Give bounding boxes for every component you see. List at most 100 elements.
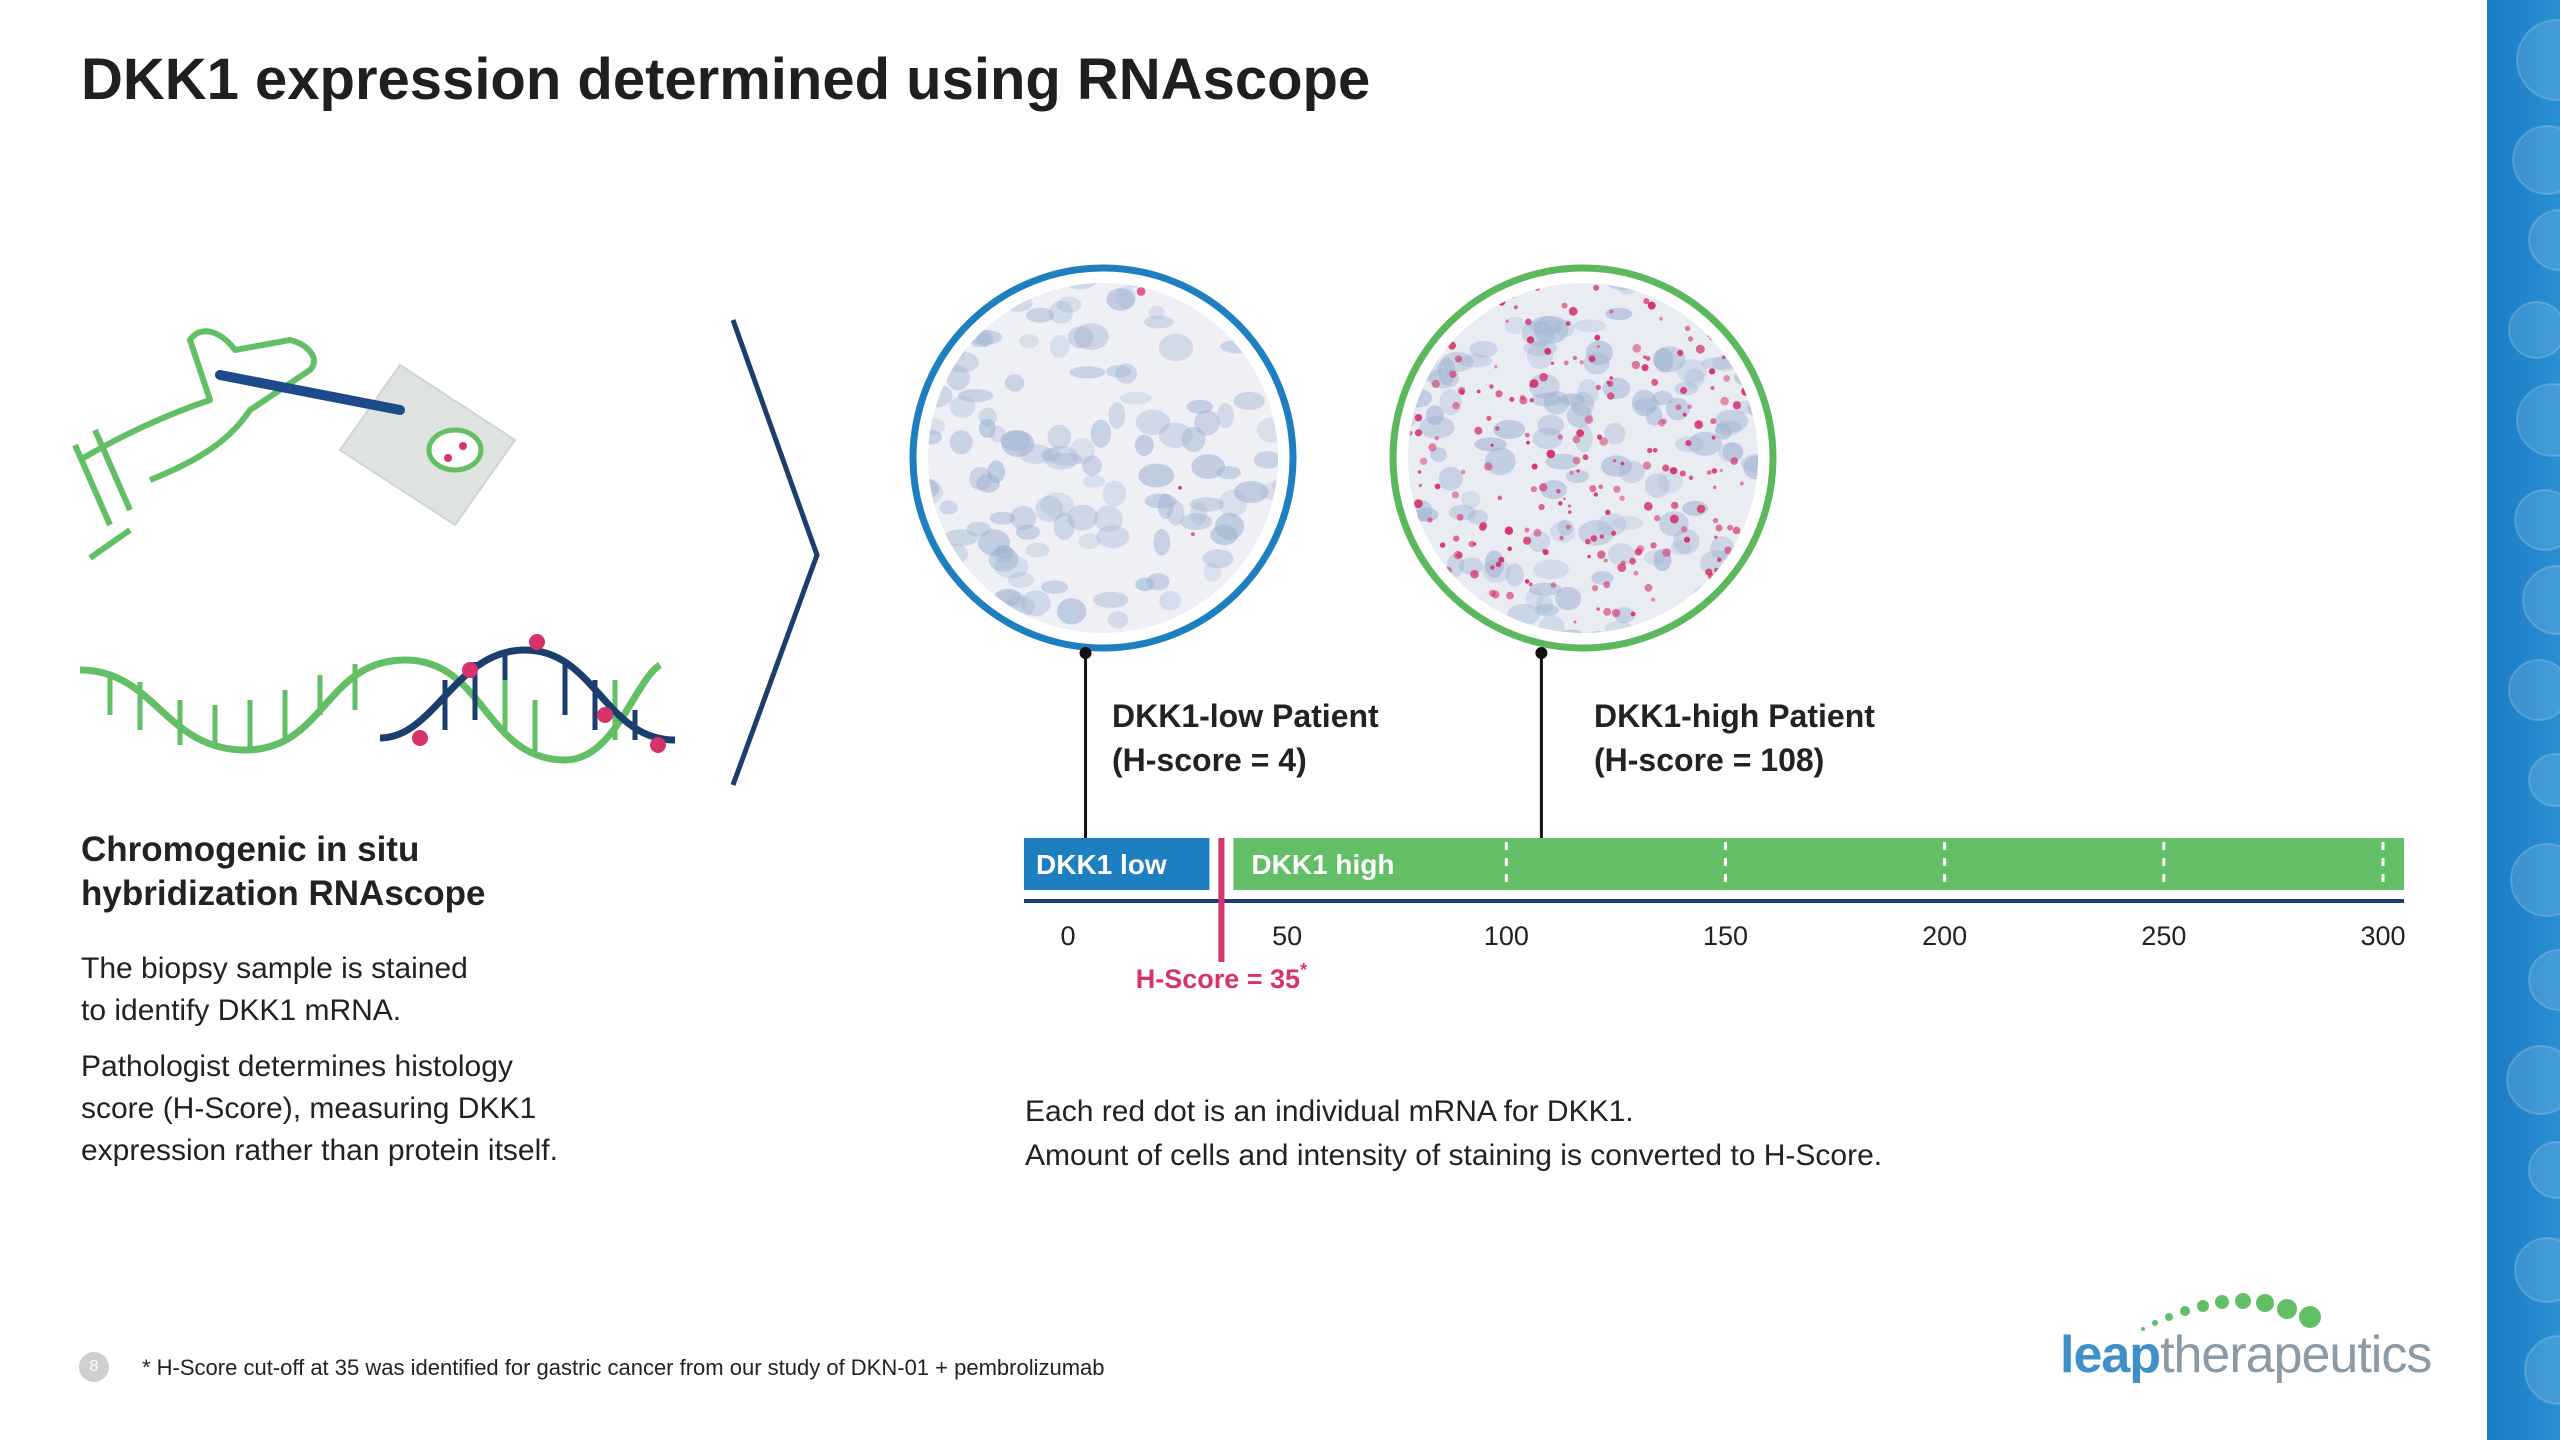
tick-label: 150 <box>1703 921 1748 951</box>
cell-nucleus <box>1069 366 1106 379</box>
cell-nucleus <box>1536 595 1554 614</box>
mrna-dot <box>1651 597 1656 602</box>
mrna-dot <box>1531 463 1538 470</box>
cell-nucleus <box>1605 307 1633 320</box>
cell-nucleus <box>1135 577 1155 592</box>
mrna-dot <box>1720 396 1729 406</box>
dna-strand-icon <box>79 634 676 764</box>
cell-nucleus <box>1082 455 1102 476</box>
mrna-dot <box>1591 584 1599 592</box>
cell-nucleus <box>1082 475 1106 488</box>
cell-nucleus <box>1233 391 1265 410</box>
mrna-dot <box>1709 368 1716 375</box>
cell-nucleus <box>1073 323 1109 350</box>
cell-nucleus <box>1067 504 1098 531</box>
cell-nucleus <box>1670 539 1692 556</box>
cell-nucleus <box>946 634 963 653</box>
mrna-dot <box>1650 542 1657 549</box>
hscore-description-line2: score (H-Score), measuring DKK1 <box>81 1092 537 1125</box>
mrna-dot <box>1684 325 1691 332</box>
mrna-dot <box>1596 607 1600 611</box>
cell-nucleus <box>1119 391 1152 405</box>
cell-nucleus <box>1743 455 1758 480</box>
cell-nucleus <box>1408 612 1430 633</box>
cell-nucleus <box>1096 525 1130 549</box>
cell-nucleus <box>1158 333 1194 362</box>
cell-nucleus <box>929 324 954 338</box>
caption: Each red dot is an individual mRNA for D… <box>1025 1090 1882 1178</box>
caption-line1: Each red dot is an individual mRNA for D… <box>1025 1095 1634 1128</box>
mrna-dot <box>1634 548 1643 556</box>
mrna-dot <box>1584 415 1594 424</box>
cell-nucleus <box>1172 263 1195 277</box>
cell-nucleus <box>1482 559 1512 583</box>
cell-nucleus <box>1538 615 1565 633</box>
mrna-dot <box>1529 398 1534 403</box>
mrna-dot <box>1596 345 1600 349</box>
mrna-dot <box>1696 420 1701 426</box>
cell-nucleus <box>1056 598 1087 625</box>
mrna-dot <box>1751 514 1756 519</box>
cell-nucleus <box>1144 315 1174 329</box>
cell-nucleus <box>1526 342 1554 370</box>
mrna-dot <box>1746 329 1752 336</box>
mrna-dot <box>1677 349 1684 356</box>
cell-nucleus <box>1253 451 1278 469</box>
mrna-dot <box>1524 579 1530 584</box>
cell-nucleus <box>1179 513 1213 531</box>
cell-nucleus <box>1600 455 1633 477</box>
mrna-dot <box>1631 360 1640 370</box>
mrna-dot <box>1453 535 1460 542</box>
mrna-dot <box>1585 538 1591 545</box>
dkk1-low-bar <box>1024 838 1210 890</box>
mrna-dot <box>1558 501 1563 506</box>
stain-description-line1: The biopsy sample is stained <box>81 952 468 985</box>
mrna-dot <box>1711 435 1716 440</box>
cell-nucleus <box>1557 519 1574 536</box>
mrna-dot <box>1563 360 1569 366</box>
mrna-dot <box>1534 285 1540 292</box>
cell-nucleus <box>1020 590 1051 617</box>
cell-nucleus <box>1757 536 1758 555</box>
cell-nucleus <box>1504 316 1526 335</box>
mrna-dot <box>1714 567 1720 573</box>
mrna-dot <box>1557 434 1563 440</box>
cell-nucleus <box>1545 453 1580 470</box>
cell-nucleus <box>1732 400 1758 415</box>
mrna-dot <box>1680 386 1688 395</box>
mrna-dot <box>1568 504 1571 508</box>
mrna-dot <box>1190 532 1195 537</box>
mrna-dot <box>1687 336 1694 342</box>
mrna-dot <box>1507 546 1512 552</box>
cell-nucleus <box>1107 611 1129 629</box>
mrna-dot <box>1490 565 1495 570</box>
cell-nucleus <box>928 283 929 304</box>
mrna-dot <box>1707 333 1711 338</box>
cell-nucleus <box>1754 307 1758 327</box>
mrna-dot <box>1739 481 1744 486</box>
cell-nucleus <box>1105 365 1131 378</box>
mrna-dot <box>1434 483 1441 490</box>
cell-nucleus <box>1532 427 1563 450</box>
mrna-dot <box>1567 510 1572 514</box>
tick-label: 100 <box>1484 921 1529 951</box>
cell-nucleus <box>928 283 932 296</box>
mrna-dot <box>1703 324 1707 329</box>
mrna-dot <box>1620 461 1625 466</box>
mrna-dot <box>1509 396 1515 402</box>
cell-nucleus <box>1041 448 1062 462</box>
mrna-dot <box>1706 470 1712 475</box>
mrna-dot <box>1528 582 1533 587</box>
mrna-dot <box>1718 576 1723 582</box>
cell-nucleus <box>1419 416 1455 439</box>
cell-nucleus <box>1246 612 1264 631</box>
cell-nucleus <box>1719 611 1741 633</box>
cell-nucleus <box>1388 335 1406 360</box>
cell-nucleus <box>1684 368 1705 388</box>
mrna-dot <box>1654 514 1661 522</box>
cell-nucleus <box>1645 406 1663 426</box>
dkk1-low-label: DKK1 low <box>1036 849 1167 880</box>
mrna-dot <box>1682 412 1687 417</box>
cell-nucleus <box>1408 314 1430 335</box>
mrna-dot <box>1588 355 1596 363</box>
